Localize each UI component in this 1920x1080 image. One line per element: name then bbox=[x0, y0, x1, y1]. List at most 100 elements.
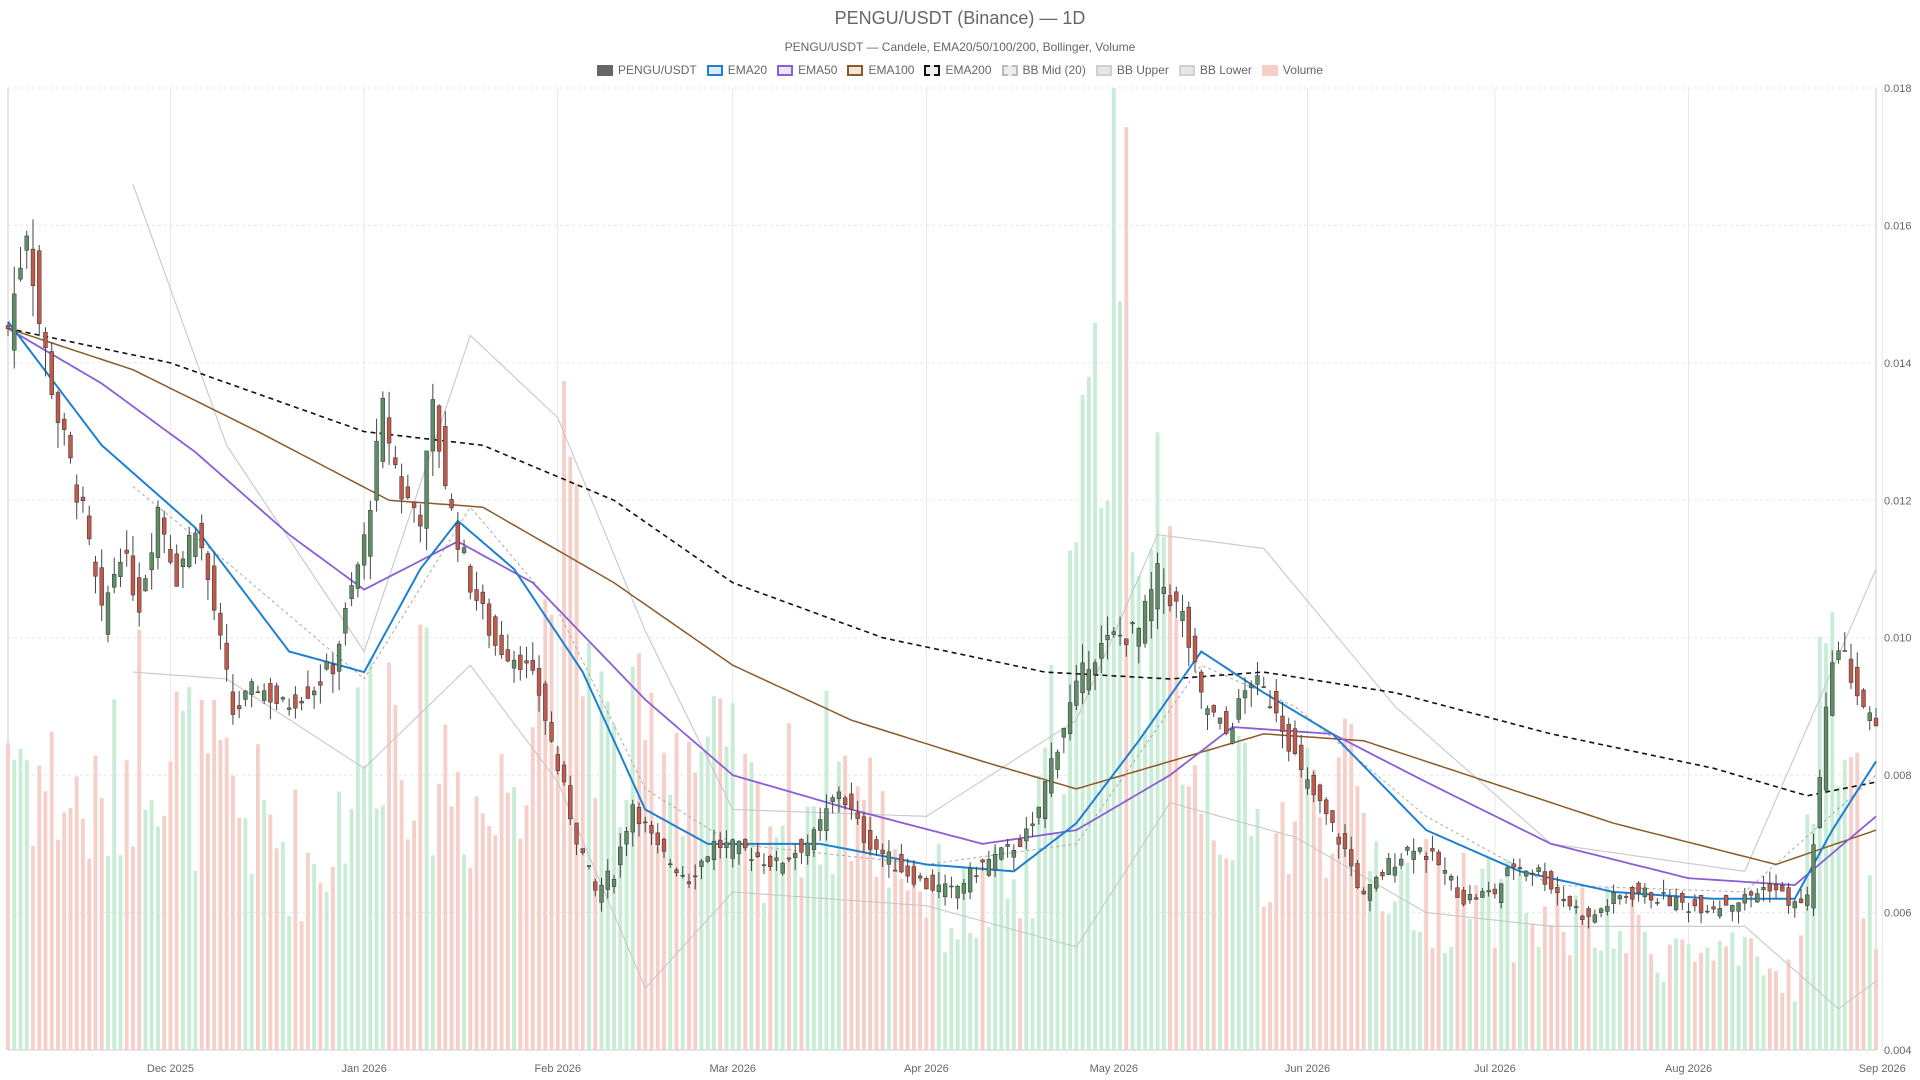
volume-bar bbox=[1030, 918, 1035, 1050]
volume-bar bbox=[393, 704, 398, 1050]
legend-item-ema50[interactable]: EMA50 bbox=[777, 63, 837, 77]
volume-bar bbox=[549, 614, 554, 1050]
volume-bar bbox=[930, 892, 935, 1050]
volume-bar bbox=[1161, 536, 1166, 1050]
candle-down bbox=[1430, 835, 1435, 861]
x-tick-label: Jul 2026 bbox=[1474, 1063, 1516, 1075]
candle-down bbox=[874, 835, 879, 856]
candle-down bbox=[55, 390, 61, 448]
volume-bar bbox=[755, 782, 760, 1050]
candle-down bbox=[1299, 734, 1304, 778]
volume-bar bbox=[955, 939, 960, 1050]
x-tick-label: May 2026 bbox=[1090, 1063, 1138, 1075]
candle-up bbox=[1255, 662, 1260, 696]
candle-body bbox=[1236, 698, 1241, 720]
volume-bar bbox=[1561, 932, 1566, 1050]
volume-bar bbox=[1193, 765, 1197, 1050]
volume-bar bbox=[1224, 858, 1229, 1050]
volume-bar bbox=[368, 659, 373, 1050]
volume-bar bbox=[1855, 752, 1860, 1050]
volume-bar bbox=[318, 883, 323, 1050]
legend-item-ema20[interactable]: EMA20 bbox=[706, 63, 767, 77]
volume-bar bbox=[230, 775, 235, 1050]
candle-body bbox=[1830, 662, 1835, 716]
volume-bar bbox=[1730, 932, 1735, 1050]
candle-down bbox=[1767, 871, 1772, 903]
volume-bar bbox=[1286, 874, 1291, 1050]
candle-down bbox=[480, 584, 485, 620]
volume-bar bbox=[362, 765, 367, 1050]
legend-swatch bbox=[924, 64, 941, 76]
candle-body bbox=[730, 839, 735, 859]
volume-bar bbox=[1143, 729, 1147, 1050]
candle-up bbox=[149, 533, 154, 590]
volume-bar bbox=[961, 866, 966, 1050]
candle-body bbox=[1605, 906, 1610, 912]
volume-bar bbox=[374, 808, 379, 1050]
legend-item-ema200[interactable]: EMA200 bbox=[924, 63, 992, 77]
candle-up bbox=[1480, 888, 1485, 898]
volume-bar bbox=[1430, 948, 1435, 1050]
volume-bar bbox=[687, 741, 691, 1050]
candle-up bbox=[1573, 900, 1579, 914]
candle-body bbox=[661, 838, 667, 852]
candle-down bbox=[1224, 706, 1229, 736]
candle-up bbox=[1811, 833, 1816, 917]
volume-bar bbox=[68, 807, 73, 1050]
candle-body bbox=[162, 517, 167, 535]
volume-bar bbox=[1811, 823, 1816, 1050]
indicator-bb-lower bbox=[132, 664, 1877, 1010]
candle-up bbox=[1111, 627, 1116, 638]
y-tick-label: 0.012 bbox=[1884, 495, 1912, 507]
candle-body bbox=[992, 854, 998, 871]
volume-bar bbox=[262, 800, 267, 1050]
volume-bar bbox=[131, 846, 135, 1050]
candle-body bbox=[112, 573, 117, 588]
legend-item-bb-mid-20-[interactable]: BB Mid (20) bbox=[1001, 63, 1086, 77]
candle-body bbox=[1361, 890, 1366, 895]
candle-body bbox=[1180, 610, 1185, 621]
candle-down bbox=[1711, 900, 1716, 913]
candle-up bbox=[1411, 838, 1416, 874]
candle-body bbox=[1042, 780, 1048, 819]
y-tick-label: 0.010 bbox=[1884, 633, 1912, 645]
volume-bar bbox=[555, 746, 560, 1050]
candle-up bbox=[1242, 677, 1248, 714]
candle-body bbox=[1680, 893, 1685, 903]
volume-bar bbox=[1674, 938, 1679, 1050]
candle-up bbox=[1036, 806, 1042, 825]
legend-item-bb-upper[interactable]: BB Upper bbox=[1095, 63, 1169, 77]
candle-body bbox=[580, 848, 585, 853]
volume-bar bbox=[1442, 952, 1447, 1050]
candle-body bbox=[1105, 635, 1110, 641]
legend-label: BB Upper bbox=[1116, 63, 1169, 77]
candle-body bbox=[1598, 908, 1604, 913]
candle-body bbox=[999, 847, 1004, 860]
candle-body bbox=[1486, 890, 1491, 893]
candle-up bbox=[1024, 816, 1029, 850]
candle-up bbox=[1236, 688, 1241, 724]
volume-bar bbox=[312, 863, 317, 1050]
candle-up bbox=[1042, 780, 1048, 829]
legend-item-pengu-usdt[interactable]: PENGU/USDT bbox=[597, 63, 697, 77]
volume-bar bbox=[74, 776, 79, 1050]
volume-bar bbox=[949, 928, 954, 1050]
candle-body bbox=[93, 561, 98, 577]
candle-down bbox=[162, 510, 167, 554]
candle-body bbox=[555, 754, 560, 771]
candle-body bbox=[180, 558, 186, 567]
volume-bar bbox=[1199, 813, 1204, 1050]
volume-bar bbox=[1449, 946, 1454, 1050]
candle-up bbox=[243, 689, 248, 707]
legend-item-volume[interactable]: Volume bbox=[1261, 63, 1323, 77]
candle-down bbox=[855, 800, 860, 825]
volume-bar bbox=[530, 727, 535, 1050]
candle-body bbox=[1249, 684, 1254, 689]
volume-bar bbox=[780, 825, 785, 1050]
legend-item-ema100[interactable]: EMA100 bbox=[847, 63, 914, 77]
legend-item-bb-lower[interactable]: BB Lower bbox=[1178, 63, 1252, 77]
candle-up bbox=[974, 866, 979, 884]
candle-down bbox=[574, 822, 579, 856]
